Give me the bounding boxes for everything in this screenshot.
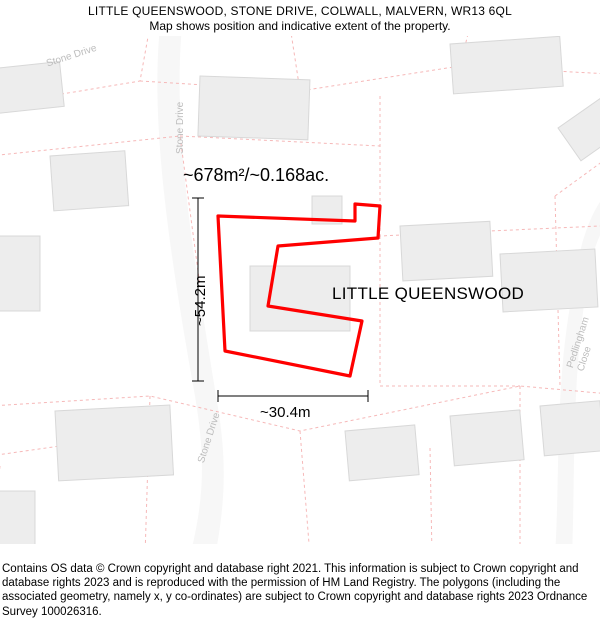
building-footprint [450,410,524,466]
width-dim-label: ~30.4m [260,404,310,421]
copyright-footer: Contains OS data © Crown copyright and d… [0,558,600,625]
building-footprint [400,221,493,281]
building-footprint [0,62,64,116]
road-label: Stone Drive [175,102,186,154]
building-footprint [55,405,174,481]
building-footprint [0,491,35,544]
building-footprint [198,76,310,140]
header: LITTLE QUEENSWOOD, STONE DRIVE, COLWALL,… [0,0,600,33]
map-canvas: ~678m²/~0.168ac. ~54.2m ~30.4m LITTLE QU… [0,36,600,544]
header-title: LITTLE QUEENSWOOD, STONE DRIVE, COLWALL,… [0,4,600,18]
height-dim-label: ~54.2m [192,276,209,326]
building-footprint [345,425,419,481]
area-label: ~678m²/~0.168ac. [183,165,329,186]
page-container: LITTLE QUEENSWOOD, STONE DRIVE, COLWALL,… [0,0,600,625]
property-name-label: LITTLE QUEENSWOOD [332,284,524,304]
building-footprint [0,236,40,311]
header-subtitle: Map shows position and indicative extent… [0,19,600,33]
building-footprint [540,401,600,456]
building-footprint [50,151,129,211]
building-footprint [450,36,563,94]
